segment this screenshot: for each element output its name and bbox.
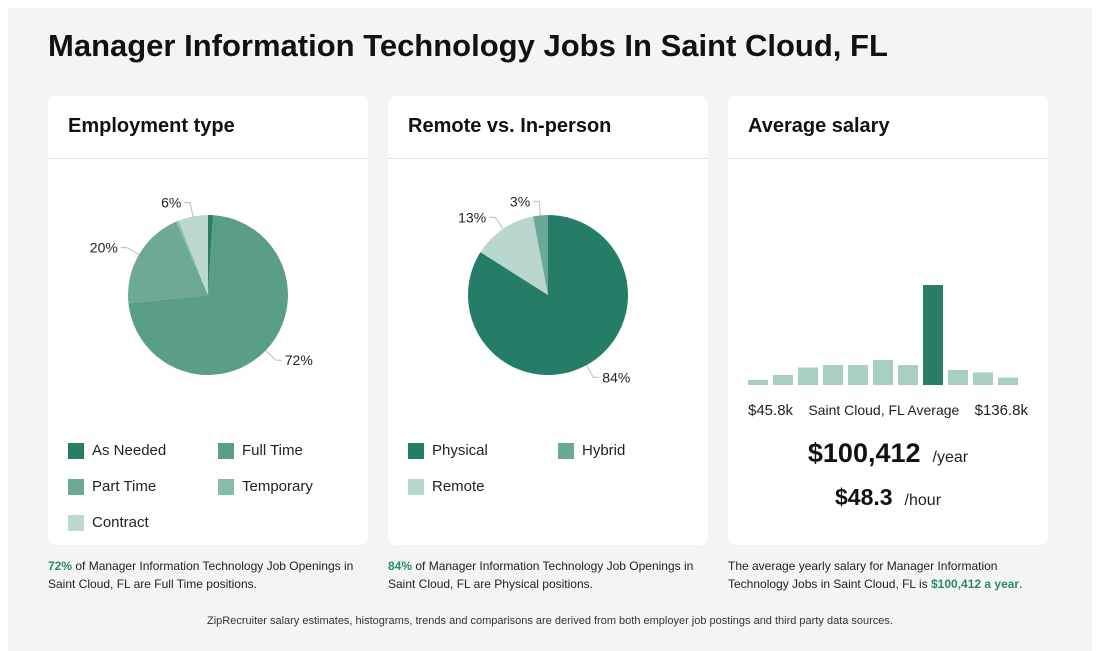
- histogram-bar-1: [748, 380, 768, 385]
- average-salary-heading: Average salary: [728, 96, 1048, 159]
- pie-leader-line-remote: [489, 216, 504, 230]
- legend-item-full-time: Full Time: [218, 442, 303, 459]
- pie-slice-full-time: [128, 215, 288, 375]
- legend-swatch-part-time: [68, 478, 84, 495]
- histogram-bar-10: [973, 372, 993, 385]
- legend-item-contract: Contract: [68, 514, 149, 531]
- histogram-max-label: $136.8k: [974, 402, 1028, 419]
- yearly-salary-unit: /year: [932, 449, 969, 466]
- employment-type-caption: 72% of Manager Information Technology Jo…: [48, 557, 368, 593]
- histogram-min-label: $45.8k: [748, 402, 794, 419]
- pie-label-physical: 84%: [602, 369, 630, 385]
- histogram-bar-2: [773, 375, 793, 385]
- pie-slice-as-needed: [208, 215, 214, 295]
- employment-type-caption-percent: 72%: [48, 559, 73, 573]
- legend-item-remote: Remote: [408, 478, 485, 495]
- legend-label-as-needed: As Needed: [92, 442, 167, 459]
- remote-vs-in-person-card: Remote vs. In-person 84% 13% 3% Physical H…: [388, 96, 708, 545]
- pie-slice-contract: [178, 215, 208, 295]
- legend-swatch-remote: [408, 478, 424, 495]
- yearly-salary: $100,412 /year: [728, 438, 1048, 469]
- remote-caption-percent: 84%: [388, 559, 413, 573]
- legend-label-physical: Physical: [432, 442, 488, 459]
- histogram-bar-11: [998, 377, 1018, 385]
- pie-slice-hybrid: [533, 215, 548, 295]
- legend-item-hybrid: Hybrid: [558, 442, 625, 459]
- pie-label-contract: 6%: [161, 195, 181, 211]
- legend-item-temporary: Temporary: [218, 478, 313, 495]
- pie-slice-part-time: [128, 221, 208, 304]
- salary-caption-end: .: [1019, 577, 1023, 591]
- employment-type-pie-chart: 72% 20% 6%: [90, 195, 313, 375]
- pie-slice-temporary: [176, 220, 208, 295]
- legend-label-full-time: Full Time: [242, 442, 303, 459]
- legend-swatch-temporary: [218, 478, 234, 495]
- legend-swatch-full-time: [218, 442, 234, 459]
- legend-label-temporary: Temporary: [242, 478, 313, 495]
- legend-swatch-as-needed: [68, 442, 84, 459]
- histogram-bar-6: [873, 360, 893, 385]
- histogram-axis-labels: $45.8k Saint Cloud, FL Average $136.8k: [748, 402, 1028, 419]
- employment-type-heading: Employment type: [48, 96, 368, 159]
- remote-caption: 84% of Manager Information Technology Jo…: [388, 557, 708, 593]
- remote-vs-in-person-pie-chart: 84% 13% 3%: [458, 193, 630, 385]
- employment-type-card: Employment type 72% 20% 6% As Needed Full …: [48, 96, 368, 545]
- hourly-salary: $48.3 /hour: [728, 484, 1048, 511]
- legend-swatch-physical: [408, 442, 424, 459]
- remote-vs-in-person-heading: Remote vs. In-person: [388, 96, 708, 159]
- hourly-salary-unit: /hour: [904, 492, 942, 509]
- legend-item-part-time: Part Time: [68, 478, 156, 495]
- pie-slice-remote: [480, 216, 548, 295]
- pie-label-remote: 13%: [458, 209, 486, 225]
- legend-label-part-time: Part Time: [92, 478, 157, 495]
- employment-type-caption-text: of Manager Information Technology Job Op…: [48, 559, 354, 591]
- average-salary-card: Average salary $45.8k Saint Cloud, FL Av…: [728, 96, 1048, 545]
- legend-item-as-needed: As Needed: [68, 442, 166, 459]
- histogram-bar-9: [948, 370, 968, 385]
- histogram-bar-5: [848, 365, 868, 385]
- legend-label-contract: Contract: [92, 514, 149, 531]
- legend-swatch-hybrid: [558, 442, 574, 459]
- legend-label-remote: Remote: [432, 478, 485, 495]
- legend-item-physical: Physical: [408, 442, 488, 459]
- yearly-salary-value: $100,412: [807, 438, 921, 468]
- salary-histogram: [748, 285, 1018, 385]
- histogram-bar-4: [823, 365, 843, 385]
- pie-label-part-time: 20%: [90, 240, 118, 256]
- page-title: Manager Information Technology Jobs In S…: [48, 28, 888, 63]
- salary-caption-text: The average yearly salary for Manager In…: [728, 559, 998, 591]
- histogram-bar-7: [898, 365, 918, 385]
- pie-leader-line-part-time: [120, 247, 140, 256]
- histogram-average-label: Saint Cloud, FL Average: [808, 402, 960, 418]
- remote-caption-text: of Manager Information Technology Job Op…: [388, 559, 694, 591]
- pie-leader-line-full-time: [265, 350, 282, 361]
- legend-label-hybrid: Hybrid: [582, 442, 626, 459]
- pie-label-hybrid: 3%: [510, 193, 530, 209]
- pie-leader-line-hybrid: [533, 200, 541, 216]
- footer-disclaimer: ZipRecruiter salary estimates, histogram…: [207, 615, 893, 627]
- pie-label-full-time: 72%: [285, 352, 313, 368]
- pie-leader-line-physical: [586, 364, 600, 378]
- histogram-bar-average: [923, 285, 943, 385]
- salary-caption: The average yearly salary for Manager In…: [728, 557, 1048, 593]
- pie-leader-line-contract: [184, 202, 194, 217]
- salary-caption-highlight: $100,412 a year: [931, 577, 1020, 591]
- histogram-bar-3: [798, 367, 818, 385]
- hourly-salary-value: $48.3: [834, 484, 893, 510]
- legend-swatch-contract: [68, 514, 84, 531]
